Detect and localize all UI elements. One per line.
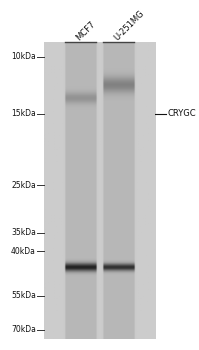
Text: 25kDa: 25kDa — [11, 181, 36, 190]
Text: 35kDa: 35kDa — [11, 228, 36, 237]
Text: CRYGC: CRYGC — [168, 109, 196, 118]
Text: 70kDa: 70kDa — [11, 325, 36, 334]
Text: MCF7: MCF7 — [74, 19, 97, 42]
Text: 40kDa: 40kDa — [11, 247, 36, 256]
Text: 10kDa: 10kDa — [11, 52, 36, 61]
Text: 15kDa: 15kDa — [11, 109, 36, 118]
Text: U-251MG: U-251MG — [112, 8, 146, 42]
Text: 55kDa: 55kDa — [11, 292, 36, 301]
